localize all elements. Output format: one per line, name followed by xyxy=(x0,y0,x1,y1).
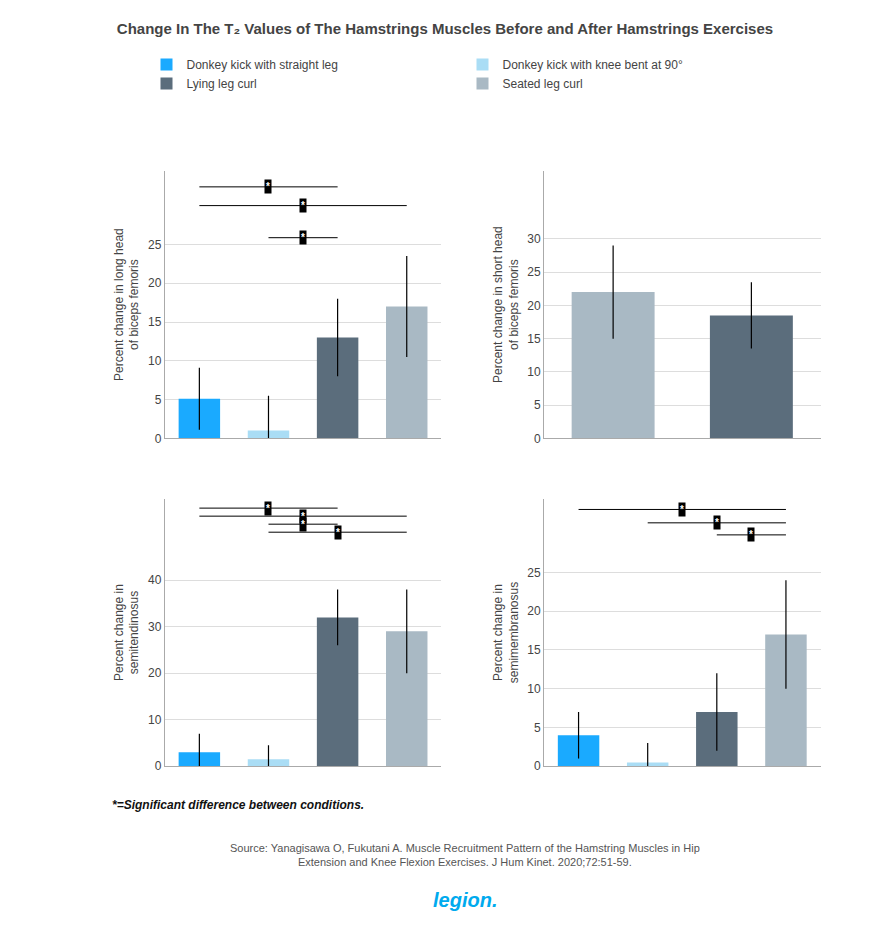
svg-text:*: * xyxy=(336,527,340,538)
svg-text:10: 10 xyxy=(148,713,162,727)
svg-text:legion.: legion. xyxy=(433,889,497,911)
svg-text:20: 20 xyxy=(148,276,162,290)
svg-text:0: 0 xyxy=(534,759,541,773)
svg-text:15: 15 xyxy=(527,332,541,346)
svg-text:25: 25 xyxy=(527,265,541,279)
svg-text:20: 20 xyxy=(527,299,541,313)
svg-text:10: 10 xyxy=(148,354,162,368)
svg-text:40: 40 xyxy=(148,573,162,587)
svg-text:Lying leg curl: Lying leg curl xyxy=(187,77,257,91)
svg-text:*: * xyxy=(301,519,305,530)
svg-text:*=Significant difference betwe: *=Significant difference between conditi… xyxy=(112,798,364,812)
svg-text:*: * xyxy=(266,503,270,514)
svg-text:Change In The T₂ Values of The: Change In The T₂ Values of The Hamstring… xyxy=(117,20,773,37)
svg-text:*: * xyxy=(680,504,684,515)
svg-text:10: 10 xyxy=(527,365,541,379)
svg-text:20: 20 xyxy=(148,666,162,680)
svg-text:*: * xyxy=(266,181,270,192)
svg-text:20: 20 xyxy=(527,604,541,618)
svg-text:30: 30 xyxy=(148,620,162,634)
svg-text:*: * xyxy=(301,232,305,243)
svg-text:15: 15 xyxy=(527,643,541,657)
svg-text:5: 5 xyxy=(155,393,162,407)
svg-text:15: 15 xyxy=(148,315,162,329)
svg-text:Percent change in short headof: Percent change in short headof biceps fe… xyxy=(491,226,521,383)
svg-text:Source: Yanagisawa O, Fukutani: Source: Yanagisawa O, Fukutani A. Muscle… xyxy=(230,842,700,868)
svg-text:0: 0 xyxy=(155,432,162,446)
svg-text:0: 0 xyxy=(534,432,541,446)
svg-text:Percent change insemimembranos: Percent change insemimembranosus xyxy=(491,582,521,683)
svg-text:Percent change insemitendinosu: Percent change insemitendinosus xyxy=(112,584,142,681)
svg-text:5: 5 xyxy=(534,398,541,412)
svg-text:Donkey kick with knee bent at: Donkey kick with knee bent at 90° xyxy=(503,58,683,72)
svg-text:*: * xyxy=(301,200,305,211)
svg-text:10: 10 xyxy=(527,682,541,696)
svg-text:25: 25 xyxy=(527,566,541,580)
svg-text:Percent change in long headof: Percent change in long headof biceps fem… xyxy=(112,228,142,381)
svg-text:*: * xyxy=(749,529,753,540)
svg-text:Seated leg curl: Seated leg curl xyxy=(503,77,583,91)
svg-text:Donkey kick with straight leg: Donkey kick with straight leg xyxy=(187,58,338,72)
svg-text:*: * xyxy=(301,511,305,522)
svg-text:25: 25 xyxy=(148,238,162,252)
svg-text:0: 0 xyxy=(155,759,162,773)
svg-text:30: 30 xyxy=(527,232,541,246)
svg-text:*: * xyxy=(715,517,719,528)
svg-text:5: 5 xyxy=(534,721,541,735)
